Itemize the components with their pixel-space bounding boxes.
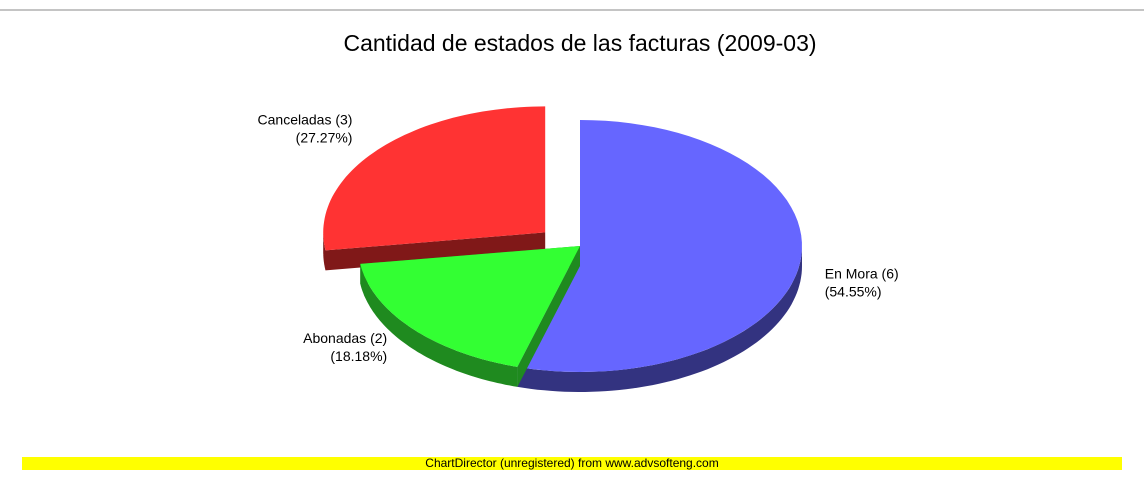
slice-value-label: (54.55%): [825, 284, 882, 300]
footer: ChartDirector (unregistered) from www.ad…: [425, 456, 718, 470]
slice-label: Canceladas (3): [258, 112, 353, 128]
slice-side: [323, 232, 326, 271]
slice-side: [517, 246, 580, 387]
slice: [360, 246, 580, 367]
slice-side: [325, 232, 546, 271]
slice-value-label: (27.27%): [296, 130, 353, 146]
slice-label: Abonadas (2): [303, 330, 387, 346]
slice-value-label: (18.18%): [330, 348, 387, 364]
slice: [517, 120, 802, 372]
chart-title: Cantidad de estados de las facturas (200…: [343, 30, 816, 56]
slice: [323, 106, 546, 251]
slice-label: En Mora (6): [825, 266, 899, 282]
slice-side: [360, 263, 518, 387]
slice-side: [517, 246, 802, 392]
footer-bar: [22, 457, 1122, 470]
